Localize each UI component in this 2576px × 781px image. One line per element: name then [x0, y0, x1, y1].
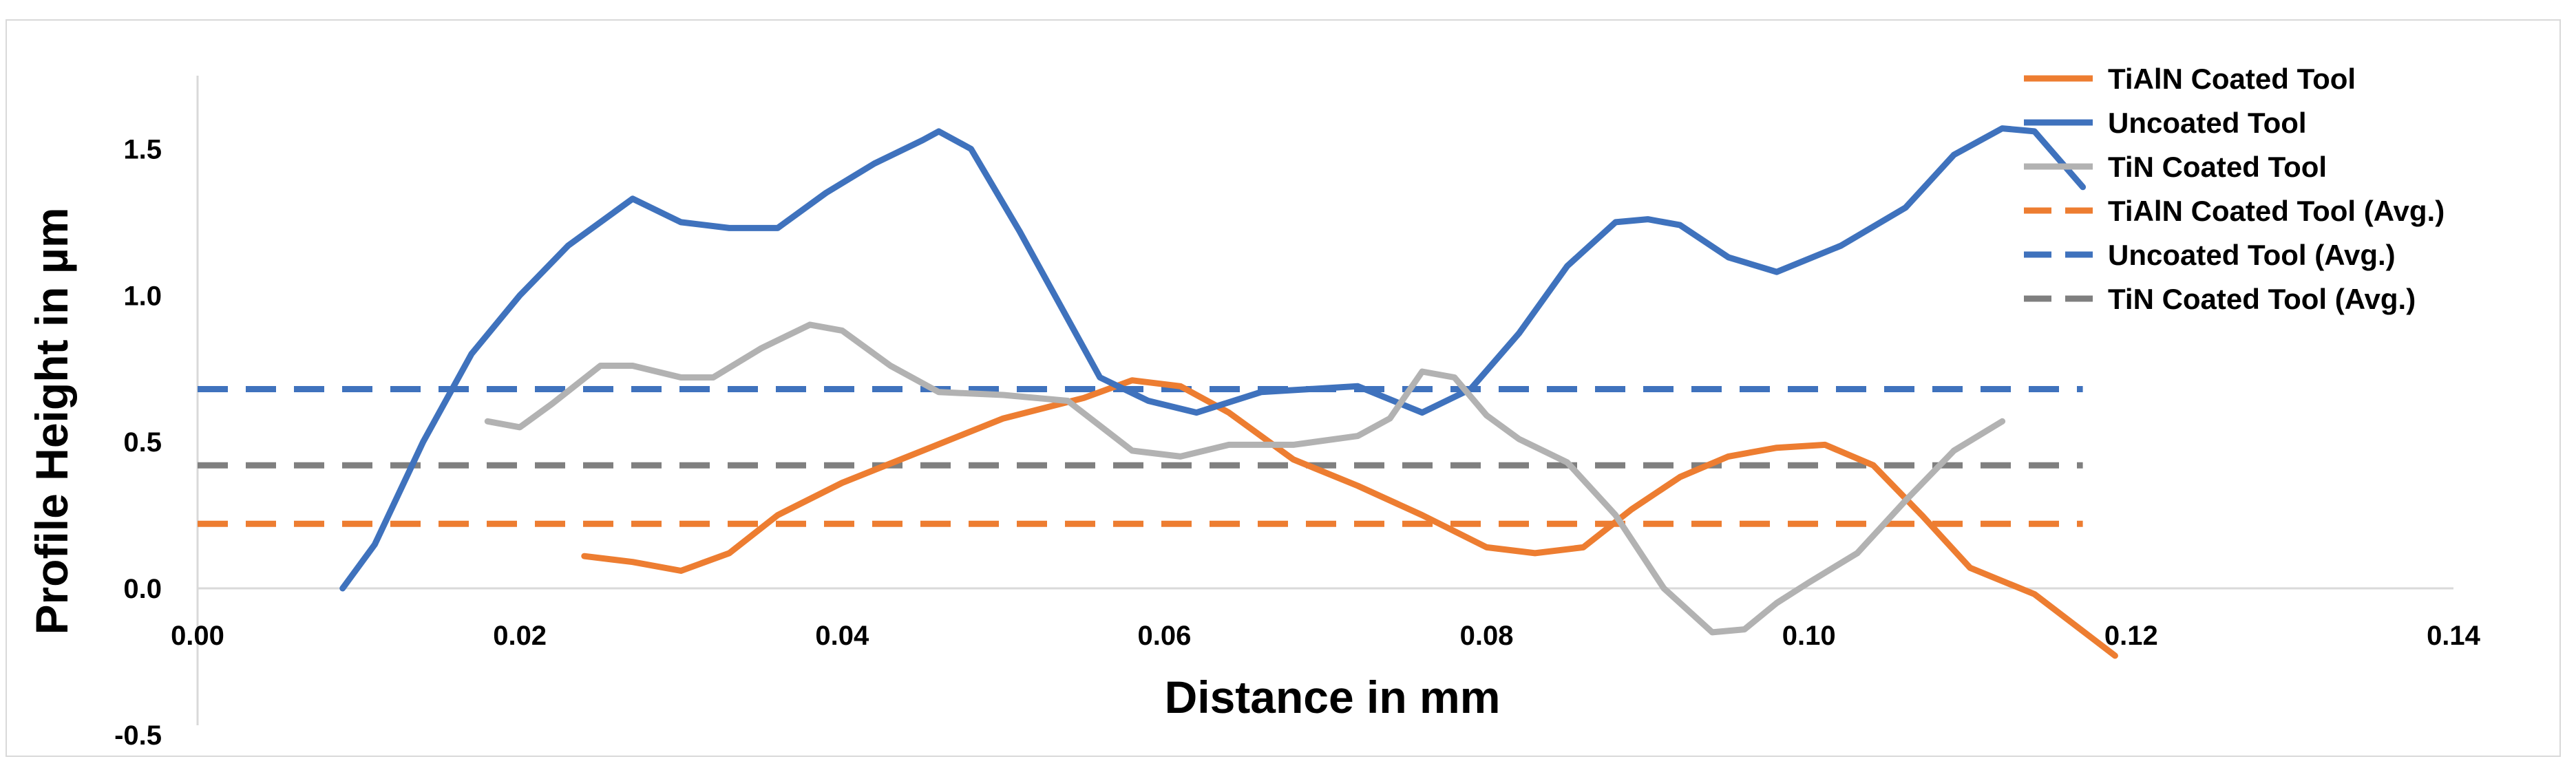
chart-frame: 0.00 0.02 0.04 0.06 0.08 0.10 0.12 0.14 -0.5 0.0…: [6, 19, 2561, 757]
y-tick-labels: -0.5 0.0 0.5 1.0 1.5: [114, 134, 162, 750]
y-tick-label: 1.5: [123, 134, 162, 164]
x-tick-label: 0.10: [1782, 621, 1836, 651]
x-tick-label: 0.00: [171, 621, 224, 651]
x-axis-title: Distance in mm: [1165, 672, 1501, 723]
series-line-2: [484, 321, 2006, 636]
series-line-1: [339, 125, 2087, 592]
legend-label: TiN Coated Tool (Avg.): [2108, 283, 2416, 315]
y-tick-label: 0.5: [123, 427, 162, 458]
legend: TiAlN Coated Tool Uncoated Tool TiN Coated…: [2024, 63, 2445, 315]
x-tick-labels: 0.00 0.02 0.04 0.06 0.08 0.10 0.12 0.14: [171, 621, 2481, 651]
x-tick-label: 0.06: [1137, 621, 1191, 651]
y-axis-title: Profile Height in µm: [26, 207, 77, 634]
y-tick-label: -0.5: [114, 720, 162, 751]
x-tick-label: 0.08: [1460, 621, 1514, 651]
line-chart: 0.00 0.02 0.04 0.06 0.08 0.10 0.12 0.14 -0.5 0.0…: [26, 63, 2481, 751]
x-tick-label: 0.12: [2104, 621, 2158, 651]
legend-label: TiN Coated Tool: [2108, 151, 2327, 183]
legend-label: Uncoated Tool: [2108, 107, 2307, 139]
axes: [196, 76, 2453, 725]
y-tick-label: 0.0: [123, 574, 162, 604]
legend-label: TiAlN Coated Tool: [2108, 63, 2356, 95]
x-tick-label: 0.04: [815, 621, 869, 651]
legend-label: TiAlN Coated Tool (Avg.): [2108, 195, 2445, 227]
x-tick-label: 0.14: [2427, 621, 2481, 651]
y-tick-label: 1.0: [123, 281, 162, 311]
series: [198, 125, 2118, 659]
legend-label: Uncoated Tool (Avg.): [2108, 239, 2396, 271]
series-line-0: [581, 377, 2118, 659]
x-tick-label: 0.02: [493, 621, 547, 651]
